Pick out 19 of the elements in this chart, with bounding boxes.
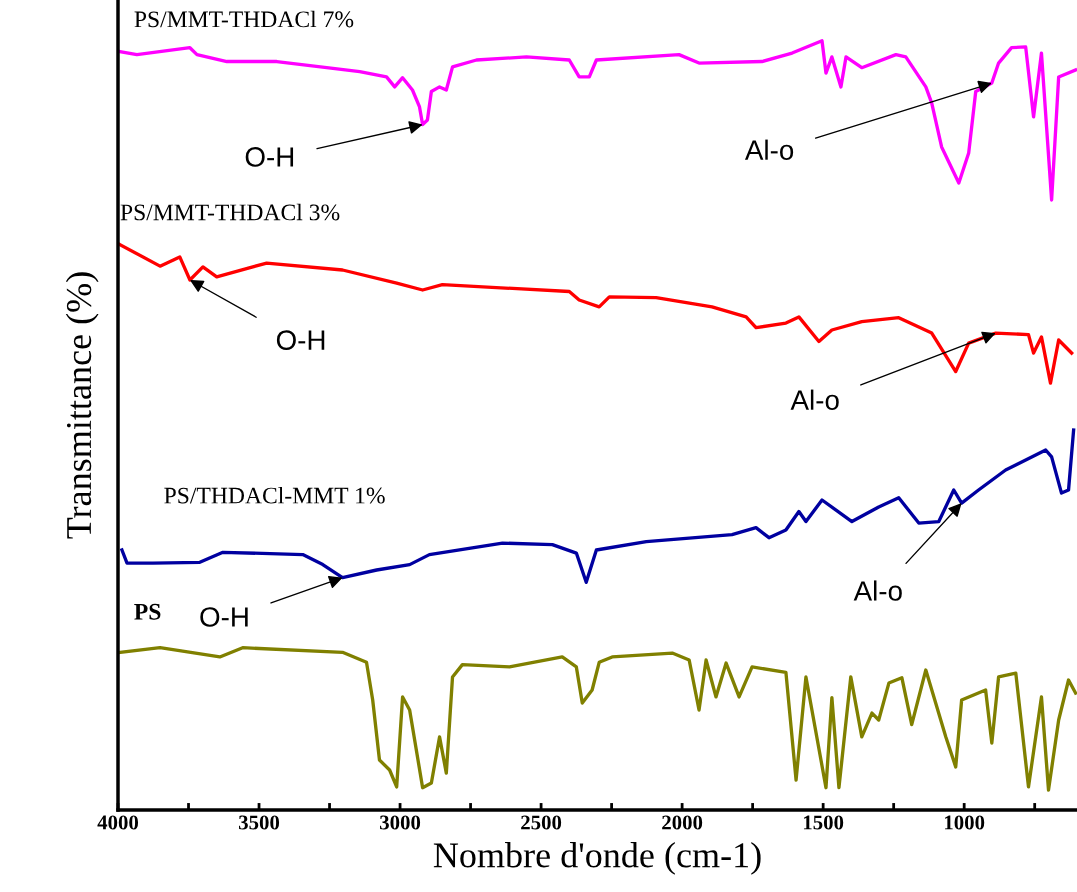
annotation: O-H	[276, 330, 325, 350]
annotation: Al-o	[853, 580, 902, 601]
annotation: O-H	[200, 607, 248, 627]
x-tick-label: 2500	[521, 815, 562, 830]
y-axis-title: Transmittance (%)	[65, 272, 99, 539]
text: PS/THDACl-MMT 1%	[164, 486, 385, 504]
annotation: Al-o	[744, 139, 794, 160]
series-label: PS	[134, 603, 161, 620]
x-tick-label: 3000	[380, 815, 421, 830]
x-tick-label: 2000	[662, 815, 703, 830]
x-tick-label: 4000	[97, 815, 139, 830]
x-axis-title: Nombre d'onde (cm-1)	[433, 842, 761, 875]
x-tick-label: 1000	[945, 815, 985, 830]
series-label: PS/MMT-THDACl 7%	[134, 10, 354, 28]
x-tick-label: 1500	[803, 815, 844, 830]
annotation: O-H	[245, 147, 294, 167]
x-tick-label: 3500	[238, 815, 280, 830]
annotation: Al-o	[790, 389, 839, 410]
series-label: PS/MMT-THDACl 3%	[120, 203, 340, 221]
